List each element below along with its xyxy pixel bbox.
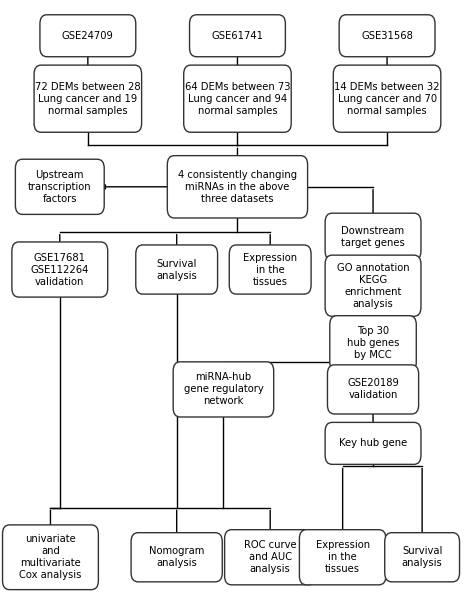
Text: 14 DEMs between 32
Lung cancer and 70
normal samples: 14 DEMs between 32 Lung cancer and 70 no… — [334, 82, 440, 116]
FancyBboxPatch shape — [300, 530, 386, 585]
Text: GSE61741: GSE61741 — [211, 31, 264, 41]
FancyBboxPatch shape — [136, 245, 218, 294]
Text: 64 DEMs between 73
Lung cancer and 94
normal samples: 64 DEMs between 73 Lung cancer and 94 no… — [185, 82, 290, 116]
Text: Downstream
target genes: Downstream target genes — [341, 226, 405, 247]
Text: GSE20189
validation: GSE20189 validation — [347, 378, 399, 401]
FancyBboxPatch shape — [15, 159, 104, 214]
FancyBboxPatch shape — [131, 532, 222, 582]
Text: miRNA-hub
gene regulatory
network: miRNA-hub gene regulatory network — [183, 373, 264, 407]
Text: ROC curve
and AUC
analysis: ROC curve and AUC analysis — [244, 540, 297, 574]
Text: GSE31568: GSE31568 — [361, 31, 413, 41]
FancyBboxPatch shape — [229, 245, 311, 294]
Text: Expression
in the
tissues: Expression in the tissues — [316, 540, 370, 574]
FancyBboxPatch shape — [385, 532, 459, 582]
FancyBboxPatch shape — [225, 530, 316, 585]
FancyBboxPatch shape — [184, 65, 291, 132]
Text: Nomogram
analysis: Nomogram analysis — [149, 546, 204, 568]
FancyBboxPatch shape — [330, 316, 416, 371]
Text: 4 consistently changing
miRNAs in the above
three datasets: 4 consistently changing miRNAs in the ab… — [178, 170, 297, 204]
Text: 72 DEMs between 28
Lung cancer and 19
normal samples: 72 DEMs between 28 Lung cancer and 19 no… — [35, 82, 141, 116]
Text: Survival
analysis: Survival analysis — [402, 546, 443, 568]
Text: Top 30
hub genes
by MCC: Top 30 hub genes by MCC — [347, 326, 399, 360]
FancyBboxPatch shape — [173, 362, 273, 417]
Text: Survival
analysis: Survival analysis — [156, 258, 197, 281]
Text: GSE24709: GSE24709 — [62, 31, 114, 41]
FancyBboxPatch shape — [328, 365, 419, 414]
FancyBboxPatch shape — [190, 15, 285, 57]
FancyBboxPatch shape — [325, 255, 421, 316]
FancyBboxPatch shape — [339, 15, 435, 57]
FancyBboxPatch shape — [325, 422, 421, 465]
Text: univariate
and
multivariate
Cox analysis: univariate and multivariate Cox analysis — [19, 534, 82, 580]
FancyBboxPatch shape — [12, 242, 108, 297]
Text: GSE17681
GSE112264
validation: GSE17681 GSE112264 validation — [31, 252, 89, 287]
Text: GO annotation
KEGG
enrichment
analysis: GO annotation KEGG enrichment analysis — [337, 263, 410, 309]
FancyBboxPatch shape — [325, 213, 421, 260]
FancyBboxPatch shape — [40, 15, 136, 57]
FancyBboxPatch shape — [34, 65, 142, 132]
FancyBboxPatch shape — [333, 65, 441, 132]
Text: Key hub gene: Key hub gene — [339, 439, 407, 448]
FancyBboxPatch shape — [167, 155, 308, 218]
Text: Expression
in the
tissues: Expression in the tissues — [243, 252, 297, 287]
FancyBboxPatch shape — [2, 525, 99, 590]
Text: Upstream
transcription
factors: Upstream transcription factors — [28, 170, 91, 204]
